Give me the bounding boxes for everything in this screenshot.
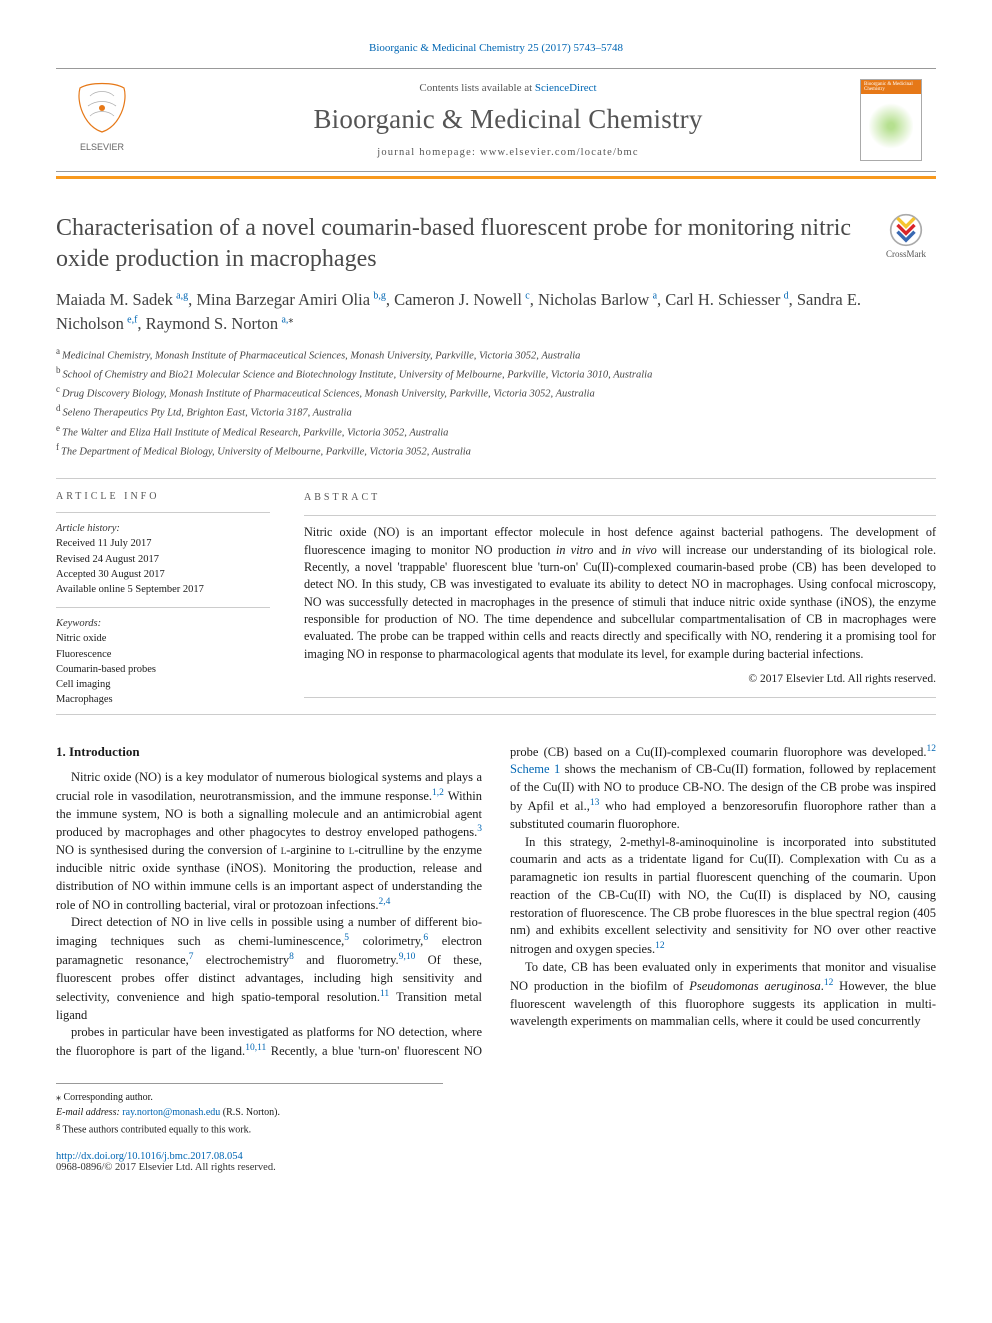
sciencedirect-link[interactable]: ScienceDirect	[535, 82, 597, 94]
history-label: Article history:	[56, 521, 270, 536]
section-heading-intro: 1. Introduction	[56, 743, 482, 761]
author: Carl H. Schiesser d	[665, 290, 788, 309]
journal-homepage: journal homepage: www.elsevier.com/locat…	[156, 147, 860, 158]
abstract-text: Nitric oxide (NO) is an important effect…	[304, 524, 936, 663]
crossmark-badge[interactable]: CrossMark	[876, 213, 936, 259]
email-line: E-mail address: ray.norton@monash.edu (R…	[56, 1105, 443, 1120]
author: Nicholas Barlow a	[538, 290, 657, 309]
keyword: Nitric oxide	[56, 631, 270, 646]
doi-line: http://dx.doi.org/10.1016/j.bmc.2017.08.…	[56, 1151, 936, 1162]
article-info-heading: ARTICLE INFO	[56, 491, 270, 502]
author-list: Maiada M. Sadek a,g, Mina Barzegar Amiri…	[56, 288, 936, 334]
issn-copyright: 0968-0896/© 2017 Elsevier Ltd. All right…	[56, 1162, 936, 1173]
contents-available: Contents lists available at ScienceDirec…	[156, 82, 860, 94]
svg-text:ELSEVIER: ELSEVIER	[80, 142, 125, 152]
history-accepted: Accepted 30 August 2017	[56, 567, 270, 582]
doi-link[interactable]: http://dx.doi.org/10.1016/j.bmc.2017.08.…	[56, 1151, 243, 1162]
corresponding-author-note: ⁎ Corresponding author.	[56, 1090, 443, 1105]
body-text: 1. Introduction Nitric oxide (NO) is a k…	[56, 743, 936, 1062]
history-received: Received 11 July 2017	[56, 536, 270, 551]
keyword: Coumarin-based probes	[56, 662, 270, 677]
paragraph: Nitric oxide (NO) is a key modulator of …	[56, 769, 482, 914]
affiliation: aMedicinal Chemistry, Monash Institute o…	[56, 345, 936, 364]
history-revised: Revised 24 August 2017	[56, 552, 270, 567]
paragraph: In this strategy, 2-methyl-8-aminoquinol…	[510, 834, 936, 959]
author: Cameron J. Nowell c	[394, 290, 530, 309]
keyword: Cell imaging	[56, 677, 270, 692]
history-online: Available online 5 September 2017	[56, 582, 270, 597]
orange-rule	[56, 176, 936, 179]
article-title: Characterisation of a novel coumarin-bas…	[56, 213, 856, 274]
publisher-logo: ELSEVIER	[70, 82, 134, 158]
email-link[interactable]: ray.norton@monash.edu	[122, 1107, 220, 1118]
journal-header: ELSEVIER Contents lists available at Sci…	[56, 68, 936, 172]
affiliation: eThe Walter and Eliza Hall Institute of …	[56, 422, 936, 441]
affiliations: aMedicinal Chemistry, Monash Institute o…	[56, 345, 936, 461]
affiliation: cDrug Discovery Biology, Monash Institut…	[56, 383, 936, 402]
citation-line: Bioorganic & Medicinal Chemistry 25 (201…	[56, 42, 936, 54]
abstract-copyright: © 2017 Elsevier Ltd. All rights reserved…	[304, 671, 936, 687]
paragraph: To date, CB has been evaluated only in e…	[510, 959, 936, 1031]
keyword: Macrophages	[56, 692, 270, 707]
keyword: Fluorescence	[56, 647, 270, 662]
affiliation: dSeleno Therapeutics Pty Ltd, Brighton E…	[56, 402, 936, 421]
affiliation: fThe Department of Medical Biology, Univ…	[56, 441, 936, 460]
author: Mina Barzegar Amiri Olia b,g	[196, 290, 385, 309]
abstract-heading: ABSTRACT	[304, 491, 936, 505]
paragraph: Direct detection of NO in live cells in …	[56, 914, 482, 1024]
divider	[56, 478, 936, 479]
keywords-label: Keywords:	[56, 616, 270, 631]
author: Maiada M. Sadek a,g	[56, 290, 188, 309]
journal-cover-thumbnail: Bioorganic & Medicinal Chemistry	[860, 79, 922, 161]
journal-name: Bioorganic & Medicinal Chemistry	[156, 104, 860, 135]
author: Raymond S. Norton a,⁎	[146, 314, 294, 333]
affiliation: bSchool of Chemistry and Bio21 Molecular…	[56, 364, 936, 383]
citation-link[interactable]: Bioorganic & Medicinal Chemistry 25 (201…	[369, 42, 623, 54]
footnotes: ⁎ Corresponding author. E-mail address: …	[56, 1083, 443, 1137]
equal-contribution-note: g These authors contributed equally to t…	[56, 1120, 443, 1137]
